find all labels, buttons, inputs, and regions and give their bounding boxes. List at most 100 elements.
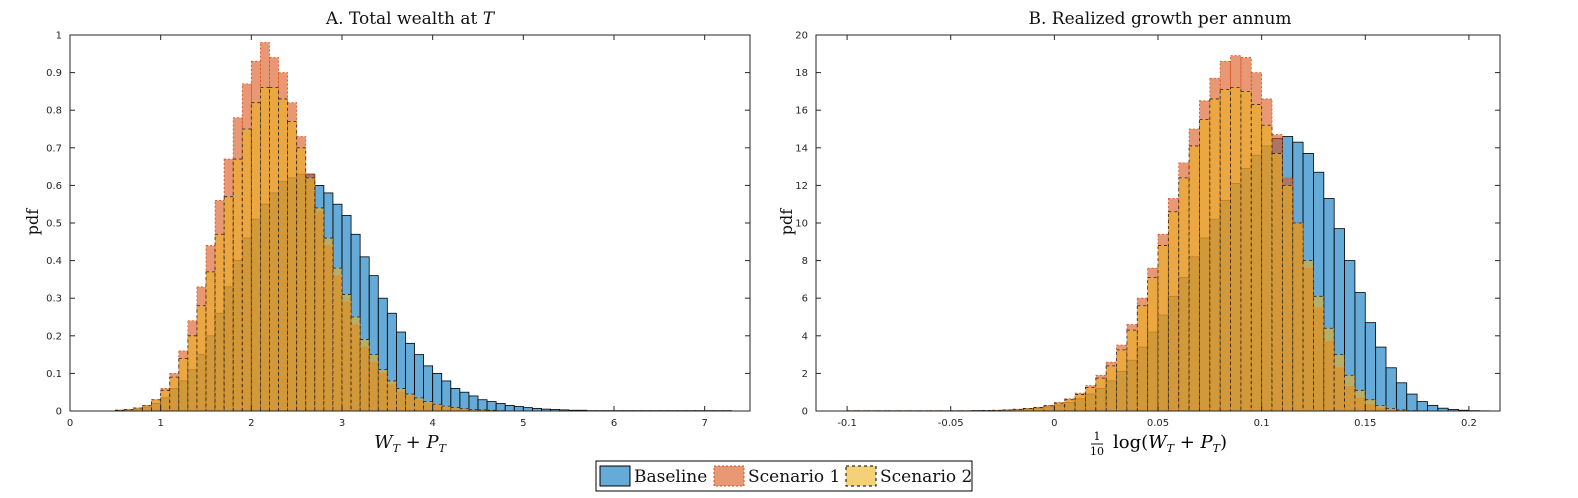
panel-b-bar bbox=[1375, 346, 1387, 412]
legend-box bbox=[595, 460, 973, 492]
panel-b-bar bbox=[1406, 393, 1418, 412]
panel-b-bar bbox=[1167, 211, 1180, 412]
legend: Baseline Scenario 1 Scenario 2 bbox=[595, 460, 973, 492]
panel-b-xlabel: 1 10 log(WT + PT) bbox=[1090, 430, 1227, 458]
svg-text:1: 1 bbox=[1094, 430, 1101, 443]
panel-a-bar bbox=[459, 391, 470, 412]
panel-b-ylabel: pdf bbox=[777, 208, 796, 235]
panel-b-y-tick-label: 0 bbox=[802, 407, 808, 418]
panel-b-bar bbox=[1395, 409, 1408, 412]
panel-a-title-math: T bbox=[483, 9, 496, 29]
panel-a-bar bbox=[214, 233, 225, 412]
panel-b-bar bbox=[1178, 177, 1190, 412]
panel-b-bar bbox=[1364, 322, 1377, 412]
panel-b-bar bbox=[1022, 408, 1035, 412]
panel-a-histogram: A. Total wealth at T 0 1 2 3 4 5 6 700.10.20.30… bbox=[23, 9, 751, 455]
panel-a-bar bbox=[423, 401, 434, 412]
panel-a-bar bbox=[441, 405, 452, 412]
panel-b-bar bbox=[1219, 89, 1231, 412]
panel-b-bar bbox=[1230, 87, 1242, 412]
panel-a-y-tick-label: 0.2 bbox=[46, 331, 62, 342]
panel-b-bar bbox=[1074, 394, 1086, 412]
panel-a-x-tick-label: 4 bbox=[429, 418, 435, 429]
panel-b-y-tick-label: 4 bbox=[802, 331, 808, 342]
legend-label-scenario-1: Scenario 1 bbox=[748, 467, 840, 487]
panel-a-bar bbox=[169, 376, 180, 412]
panel-b-bar bbox=[1012, 408, 1024, 412]
panel-b-bar bbox=[1188, 145, 1200, 412]
panel-a-bar bbox=[432, 403, 443, 412]
panel-a-bar bbox=[196, 305, 207, 412]
panel-a-bar bbox=[513, 406, 524, 412]
svg-text:10: 10 bbox=[1090, 445, 1104, 458]
panel-b-bar bbox=[1064, 399, 1076, 412]
panel-a-bar bbox=[287, 121, 298, 412]
panel-a-bar bbox=[459, 408, 470, 412]
panel-a-bar bbox=[386, 380, 397, 412]
panel-b-x-tick-label: 0.1 bbox=[1254, 418, 1270, 429]
panel-a-y-ticks: 0 0.1 0.2 0.3 0.4 0.5 0.6 0.7 0.8 0.9 1 bbox=[46, 31, 750, 418]
legend-swatch-baseline bbox=[599, 465, 631, 487]
panel-b-bar bbox=[1333, 354, 1345, 412]
panel-b-bar bbox=[1281, 184, 1294, 412]
panel-b-bar bbox=[1354, 389, 1366, 412]
panel-a-bar bbox=[278, 98, 288, 412]
panel-a-bar bbox=[151, 399, 162, 412]
panel-b-title: B. Realized growth per annum bbox=[1028, 9, 1291, 29]
panel-b-bar bbox=[1375, 404, 1387, 412]
panel-a-y-tick-label: 0.9 bbox=[46, 68, 62, 79]
panel-b-bar bbox=[1323, 327, 1335, 412]
panel-b-bar bbox=[1313, 295, 1325, 412]
panel-a-x-tick-label: 2 bbox=[248, 418, 254, 429]
panel-a-xlabel: WT + PT bbox=[374, 432, 448, 455]
panel-a-bar bbox=[314, 207, 325, 412]
panel-a-x-tick-label: 1 bbox=[157, 418, 163, 429]
panel-b-y-tick-label: 2 bbox=[802, 369, 808, 380]
panel-a-x-ticks: 0 1 2 3 4 5 6 7 bbox=[67, 35, 708, 429]
panel-a-bar bbox=[414, 397, 424, 412]
panel-b-bar bbox=[1053, 402, 1066, 412]
panel-b-bar bbox=[1043, 405, 1055, 412]
panel-a-bar bbox=[468, 409, 479, 412]
panel-a-bar bbox=[368, 354, 379, 412]
panel-a-y-tick-label: 0.3 bbox=[46, 294, 62, 305]
panel-a-bar bbox=[504, 404, 515, 412]
panel-a-bar bbox=[241, 128, 252, 412]
panel-a-bar bbox=[468, 395, 479, 412]
panel-a-bar bbox=[522, 407, 533, 412]
panel-a-bar bbox=[133, 407, 143, 412]
panel-b-bar bbox=[1116, 349, 1128, 412]
panel-a-bar bbox=[205, 271, 216, 412]
panel-a-bar bbox=[142, 404, 153, 412]
panel-a-bar bbox=[450, 407, 461, 412]
panel-a-y-tick-label: 0.7 bbox=[46, 143, 62, 154]
panel-b-bar bbox=[1240, 91, 1252, 412]
panel-a-bar bbox=[341, 294, 352, 412]
panel-a-bar bbox=[269, 87, 279, 412]
panel-a-x-tick-label: 7 bbox=[701, 418, 707, 429]
panel-b-bar bbox=[1385, 367, 1397, 412]
panel-a-bar bbox=[223, 196, 234, 412]
panel-b-y-tick-label: 16 bbox=[795, 106, 808, 117]
panel-b-y-tick-label: 8 bbox=[802, 256, 808, 267]
panel-a-y-tick-label: 0.1 bbox=[46, 369, 62, 380]
panel-a-bar bbox=[377, 369, 388, 412]
panel-b-bar bbox=[1033, 407, 1045, 412]
panel-a-ylabel: pdf bbox=[23, 208, 42, 235]
panel-b-bar bbox=[1095, 377, 1107, 412]
panel-b-y-tick-label: 20 bbox=[795, 31, 808, 42]
panel-b-bar bbox=[1261, 124, 1273, 412]
panel-a-bar bbox=[350, 316, 361, 412]
panel-a-plot-area: 0 1 2 3 4 5 6 7 0 0.1 0.2 0.3 0.4 0.5 0.6 0.7 0.8 0.9 1 bbox=[46, 31, 751, 429]
panel-b-bar bbox=[1416, 401, 1428, 412]
panel-b-y-tick-label: 14 bbox=[795, 143, 808, 154]
panel-b-bar bbox=[1136, 305, 1149, 412]
panel-b-bar bbox=[1292, 222, 1304, 412]
panel-b-y-tick-label: 6 bbox=[802, 294, 808, 305]
panel-b-series-scenario-2 bbox=[846, 87, 1428, 412]
panel-b-bar bbox=[1105, 365, 1117, 412]
panel-a-bar bbox=[495, 403, 506, 412]
panel-a-x-tick-label: 6 bbox=[611, 418, 617, 429]
panel-b-plot-area: -0.1 -0.05 0 0.05 0.1 0.15 0.2 0 2 4 6 8 10 12 14 16 18 2… bbox=[795, 31, 1501, 429]
